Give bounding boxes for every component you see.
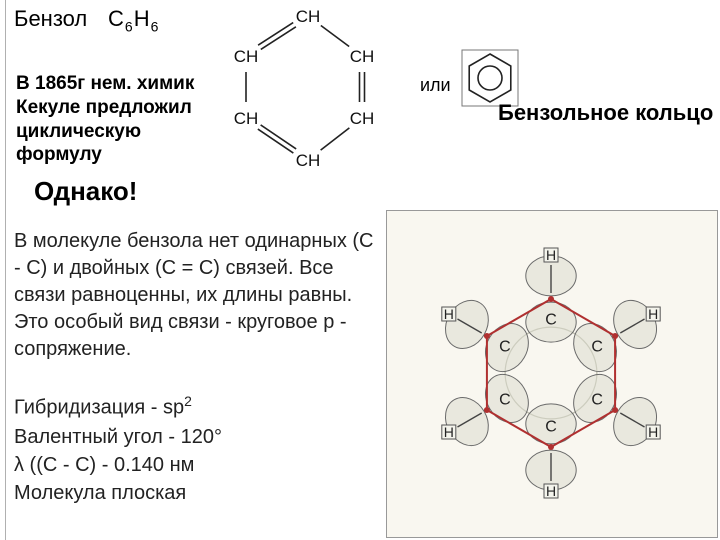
svg-text:C: C	[591, 392, 603, 409]
svg-text:H: H	[648, 424, 658, 440]
svg-text:H: H	[444, 424, 454, 440]
svg-text:C: C	[591, 338, 603, 355]
svg-text:H: H	[546, 483, 556, 499]
svg-text:H: H	[444, 306, 454, 322]
svg-text:H: H	[546, 247, 556, 263]
svg-text:C: C	[545, 418, 557, 435]
svg-text:C: C	[545, 312, 557, 329]
orbital-diagram: C C C C C C H H H H H H	[0, 0, 720, 540]
svg-text:H: H	[648, 306, 658, 322]
svg-text:C: C	[499, 392, 511, 409]
svg-text:C: C	[499, 338, 511, 355]
